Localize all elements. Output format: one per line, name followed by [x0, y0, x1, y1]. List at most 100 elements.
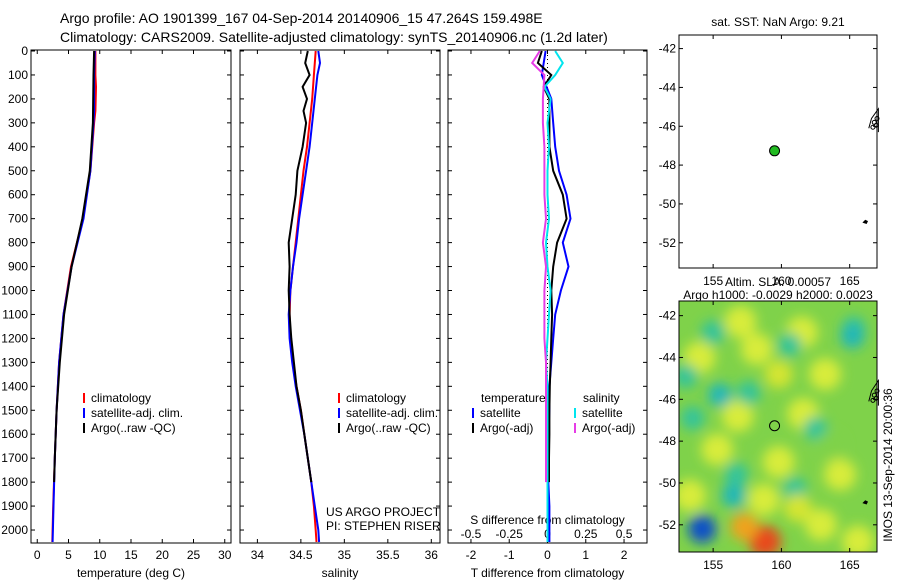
x-tick-label: -2 [466, 548, 477, 562]
x-tick-label: 5 [65, 548, 72, 562]
salinity-panel: 34 34.5 35 35.5 36 salinity climatologysatelli… [239, 49, 441, 580]
y-tick-label: -44 [659, 350, 677, 364]
y-tick-label: 2000 [1, 523, 28, 537]
x-axis-label: T difference from climatology [471, 566, 625, 580]
y-tick-label: -52 [659, 518, 677, 532]
series-line [51, 50, 96, 543]
x-tick-label: -1 [504, 548, 515, 562]
legend-title: temperature [481, 391, 546, 405]
x-tick-label: 20 [156, 548, 170, 562]
y-tick-label: 1700 [1, 451, 28, 465]
sla-feature [840, 324, 865, 349]
x-tick-label: 34 [251, 548, 265, 562]
y-tick-label: 800 [8, 236, 28, 250]
sla-spot [824, 458, 857, 491]
legend-label: satellite-adj. clim. [346, 406, 438, 420]
sla-map-panel: 155 160 165 -42 -44 -46 -48 -50 -52 Altim. SLA: 0… [659, 275, 880, 572]
series-line [53, 50, 96, 483]
y-tick-label: -48 [659, 158, 677, 172]
y-tick-label: -42 [659, 309, 677, 323]
y-tick-label: 500 [8, 164, 28, 178]
figure-title-line2: Climatology: CARS2009. Satellite-adjuste… [60, 29, 608, 45]
x-tick-label: 25 [187, 548, 201, 562]
y-tick-label: 300 [8, 116, 28, 130]
x-tick-label: 0 [544, 548, 551, 562]
legend-label: satellite [582, 406, 623, 420]
coast-island [874, 388, 880, 394]
legend-label: climatology [91, 391, 151, 405]
x-tick-label: 160 [771, 558, 791, 572]
x-axis-label: temperature (deg C) [77, 566, 185, 580]
sla-spot [841, 525, 874, 552]
map-frame [678, 300, 878, 553]
sla-field [679, 305, 874, 552]
series-line [287, 50, 322, 543]
x-tick-label: 155 [703, 274, 723, 288]
x-tick-label: 35 [338, 548, 352, 562]
temperature-panel: 0100200300400500600700800900100011001200… [1, 44, 231, 580]
plot-frame [239, 49, 441, 544]
argo-float-marker [769, 420, 781, 432]
y-tick-label: 1100 [2, 307, 28, 321]
sla-feature [783, 494, 812, 523]
y-tick-label: 400 [8, 140, 28, 154]
series-line [543, 50, 564, 542]
y-tick-label: 1600 [1, 427, 28, 441]
coast-island [870, 124, 876, 130]
sla-spot [762, 446, 795, 479]
x-axis-label: salinity [322, 566, 359, 580]
y-tick-label: -44 [659, 80, 677, 94]
sla-spot [740, 333, 773, 366]
x-tick-label: 165 [840, 558, 860, 572]
argo-float-marker [769, 145, 781, 157]
sla-feature [730, 512, 759, 541]
legend-label: climatology [346, 391, 406, 405]
y-tick-label: 1400 [1, 379, 28, 393]
sla-spot [701, 320, 726, 345]
sla-spot [736, 381, 761, 406]
x-tick-label: 30 [218, 548, 232, 562]
y-tick-label: 1200 [1, 331, 28, 345]
sla-spot [724, 462, 749, 487]
sla-spot [680, 406, 705, 431]
sla-spot [683, 341, 716, 374]
top-tick-label: -0.5 [461, 527, 482, 541]
sla-spot [803, 416, 828, 441]
y-tick-label: 1900 [1, 499, 28, 513]
legend-label: Argo(-adj) [480, 421, 533, 435]
y-tick-label: -42 [659, 42, 677, 56]
y-tick-label: -50 [659, 476, 677, 490]
series-line [51, 51, 98, 543]
y-tick-label: 200 [8, 92, 28, 106]
legend-label: Argo(..raw -QC) [91, 421, 176, 435]
pi-annotation-line2: PI: STEPHEN RISER [326, 519, 441, 533]
top-tick-label: 0.5 [616, 527, 633, 541]
x-tick-label: 36 [425, 548, 439, 562]
x-tick-label: 160 [771, 274, 791, 288]
sla-feature [764, 360, 793, 389]
y-tick-label: -50 [659, 197, 677, 211]
sla-feature [816, 431, 845, 460]
y-tick-label: 0 [21, 44, 28, 58]
y-tick-label: -48 [659, 434, 677, 448]
sla-feature [721, 483, 746, 508]
legend-label: Argo(..raw -QC) [346, 421, 431, 435]
y-tick-label: 1800 [1, 475, 28, 489]
x-tick-label: 1 [582, 548, 589, 562]
y-tick-label: -46 [659, 119, 677, 133]
legend-label: satellite [480, 406, 521, 420]
sla-spot [679, 364, 698, 389]
map-title: Altim. SLA: 0.00057 [725, 275, 831, 289]
sla-spot [805, 508, 838, 541]
y-tick-label: 1000 [1, 284, 28, 298]
x-tick-label: 2 [621, 548, 628, 562]
sla-spot [724, 305, 757, 338]
x-tick-label: 35.5 [376, 548, 400, 562]
top-tick-label: -0.25 [496, 527, 524, 541]
coast-island [873, 395, 879, 401]
island-marker [862, 500, 869, 505]
plot-frame [30, 49, 232, 544]
coast-island [874, 115, 880, 121]
x-tick-label: 0 [34, 548, 41, 562]
y-tick-label: 1500 [1, 403, 28, 417]
